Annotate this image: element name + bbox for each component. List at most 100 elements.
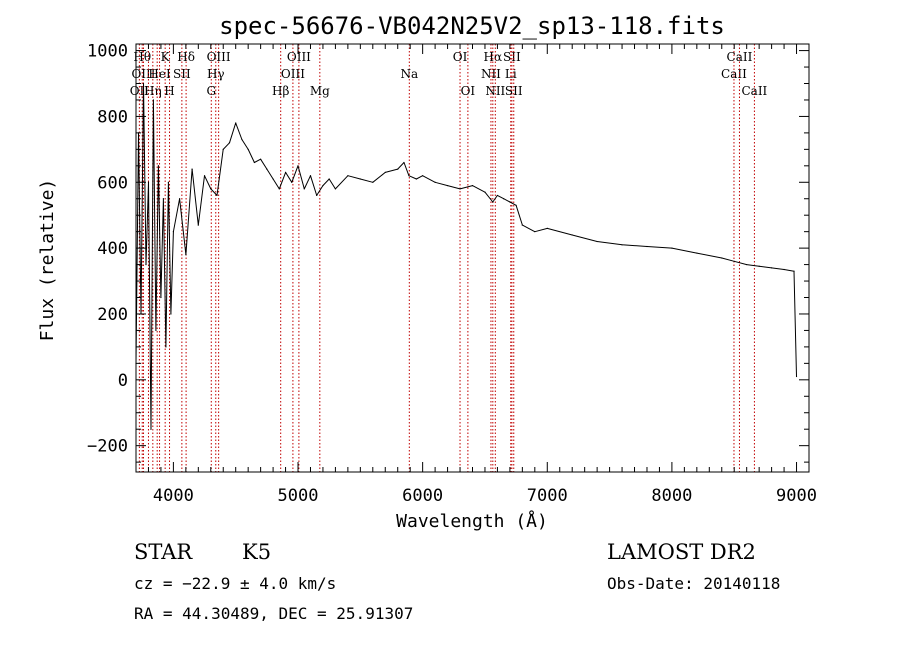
spectrum-point xyxy=(228,142,231,144)
spectrum-point xyxy=(571,234,573,236)
object-class: STAR xyxy=(134,540,193,564)
obs-date-text: Obs-Date: 20140118 xyxy=(607,574,780,593)
x-tick-label: 6000 xyxy=(402,486,443,506)
spectrum-point xyxy=(422,175,424,177)
line-marker-label: K xyxy=(161,50,171,64)
spectrum-point xyxy=(721,257,723,259)
spectrum-point xyxy=(145,263,147,266)
spectrum-line xyxy=(135,83,797,430)
line-marker-label: SII xyxy=(173,67,191,81)
spectrum-point xyxy=(309,175,312,177)
spectrum-point xyxy=(408,175,410,177)
spectrum-point xyxy=(733,260,735,262)
spectrum-point xyxy=(646,245,648,248)
x-tick-label: 4000 xyxy=(153,486,194,506)
spectrum-point xyxy=(746,263,748,266)
spectrum-point xyxy=(793,270,795,272)
spectrum-point xyxy=(191,168,193,170)
y-tick-label: 400 xyxy=(97,239,128,259)
object-subclass: K5 xyxy=(242,540,271,564)
x-tick-label: 8000 xyxy=(651,486,692,506)
line-marker-label: CaII xyxy=(721,67,747,81)
line-marker-label: G xyxy=(206,84,216,98)
spectrum-point xyxy=(771,267,773,269)
spectrum-point xyxy=(167,181,170,183)
line-marker-label: Na xyxy=(400,67,418,81)
spectrum-point xyxy=(165,346,167,348)
spectrum-point xyxy=(142,82,145,85)
spectrum-point xyxy=(157,165,160,167)
spectrum-point xyxy=(241,138,243,141)
spectrum-point xyxy=(671,247,673,249)
line-marker-label: Hθ xyxy=(133,50,151,64)
line-marker-label: OI xyxy=(453,50,468,64)
chart-title: spec-56676-VB042N25V2_sp13-118.fits xyxy=(219,12,725,40)
spectrum-point xyxy=(284,171,287,173)
spectrum-point xyxy=(459,188,461,190)
y-axis-label: Flux (relative) xyxy=(37,179,58,342)
spectrum-point xyxy=(150,428,152,430)
spectrum-point xyxy=(179,198,181,200)
line-marker-label: Hδ xyxy=(177,50,195,64)
line-marker-label: Hβ xyxy=(272,84,289,98)
spectrum-point xyxy=(203,175,206,177)
spectrum-point xyxy=(496,194,499,197)
line-marker-label: Li xyxy=(505,67,517,81)
y-tick-label: −200 xyxy=(87,437,128,457)
spectrum-point xyxy=(783,268,785,271)
y-tick-label: 200 xyxy=(97,305,128,325)
x-axis-label: Wavelength (Å) xyxy=(396,510,548,532)
line-marker-label: OI xyxy=(461,84,476,98)
line-marker-label: Hγ xyxy=(207,67,225,81)
redshift-text: cz = −22.9 ± 4.0 km/s xyxy=(134,574,336,593)
spectrum-point xyxy=(162,198,165,200)
line-marker-label: OIII xyxy=(131,67,155,81)
spectrum-point xyxy=(503,198,505,200)
spectrum-point xyxy=(347,175,349,177)
spectrum-point xyxy=(471,184,474,187)
spectrum-point xyxy=(210,188,212,190)
spectrum-point xyxy=(328,178,330,180)
y-tick-label: 600 xyxy=(97,173,128,193)
spectrum-point xyxy=(272,178,274,180)
line-marker-label: SII xyxy=(503,50,521,64)
spectrum-point xyxy=(546,227,548,229)
spectrum-point xyxy=(372,181,374,183)
spectrum-point xyxy=(152,99,155,101)
spectrum-point xyxy=(291,181,293,183)
spectrum-point xyxy=(155,329,157,332)
spectrum-point xyxy=(316,194,318,197)
spectrum-point xyxy=(185,254,187,256)
x-tick-label: 7000 xyxy=(527,486,568,506)
spectrum-point xyxy=(446,184,449,187)
line-marker-label: OII xyxy=(130,84,150,98)
x-tick-label: 9000 xyxy=(776,486,817,506)
spectrum-point xyxy=(384,171,386,173)
spectrum-point xyxy=(260,158,262,160)
y-tick-label: 800 xyxy=(97,107,128,127)
line-marker-label: OIII xyxy=(281,67,305,81)
spectrum-point xyxy=(247,148,249,150)
spectrum-point xyxy=(434,181,436,183)
spectrum-point xyxy=(322,184,324,187)
line-marker-label: Hη xyxy=(144,84,162,98)
spectrum-point xyxy=(235,122,237,124)
spectrum-point xyxy=(160,296,162,299)
spectrum-point xyxy=(278,188,280,190)
spectrum-point xyxy=(253,161,255,164)
line-marker-label: CaII xyxy=(727,50,753,64)
x-tick-label: 5000 xyxy=(278,486,319,506)
line-marker-label: CaII xyxy=(741,84,767,98)
spectrum-point xyxy=(170,313,172,315)
spectrum-point xyxy=(521,224,523,226)
axis-ticks: 4000 5000 6000 7000 8000 9000 −200 0 200 400 600 80… xyxy=(87,42,817,506)
y-tick-label: 0 xyxy=(118,371,128,391)
spectrum-point xyxy=(509,201,511,203)
spectrum-point xyxy=(222,148,224,150)
spectrum-point xyxy=(534,231,536,233)
spectrum-point xyxy=(147,181,150,183)
spectrum-point xyxy=(795,375,798,378)
spectrum-point xyxy=(403,161,405,164)
line-marker-label: OIII xyxy=(207,50,231,64)
